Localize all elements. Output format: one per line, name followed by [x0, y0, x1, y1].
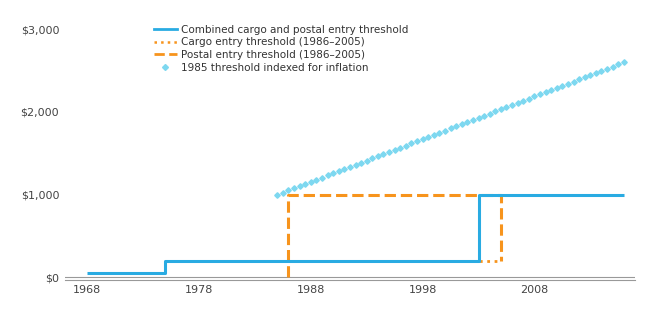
Legend: Combined cargo and postal entry threshold, Cargo entry threshold (1986–2005), Po: Combined cargo and postal entry threshol… — [150, 21, 413, 77]
